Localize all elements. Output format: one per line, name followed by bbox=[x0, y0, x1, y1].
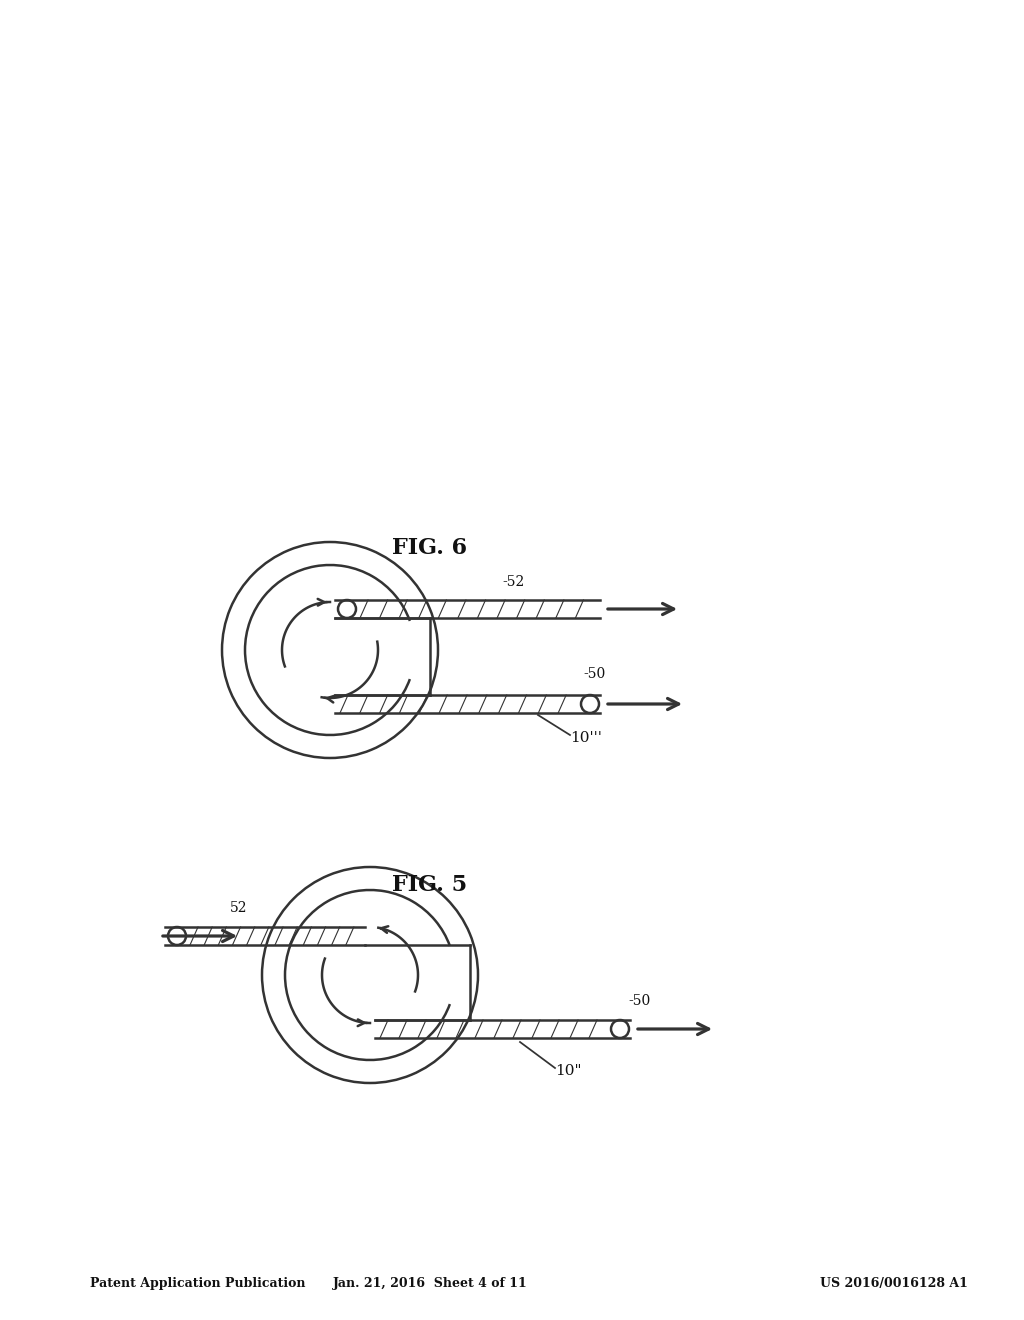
Text: 10''': 10''' bbox=[570, 731, 602, 744]
Text: -50: -50 bbox=[583, 667, 605, 681]
Text: 10": 10" bbox=[555, 1064, 582, 1078]
Text: FIG. 5: FIG. 5 bbox=[392, 874, 468, 896]
Text: 52: 52 bbox=[230, 902, 248, 915]
Text: US 2016/0016128 A1: US 2016/0016128 A1 bbox=[820, 1276, 968, 1290]
Text: FIG. 6: FIG. 6 bbox=[392, 537, 468, 558]
Text: -52: -52 bbox=[502, 576, 524, 589]
Text: Patent Application Publication: Patent Application Publication bbox=[90, 1276, 305, 1290]
Text: -50: -50 bbox=[628, 994, 650, 1008]
Text: Jan. 21, 2016  Sheet 4 of 11: Jan. 21, 2016 Sheet 4 of 11 bbox=[333, 1276, 527, 1290]
